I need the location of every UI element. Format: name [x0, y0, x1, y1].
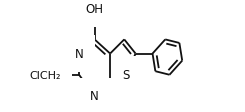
Text: N: N: [90, 90, 99, 102]
Text: S: S: [123, 69, 130, 82]
Text: ClCH₂: ClCH₂: [30, 70, 61, 80]
Text: OH: OH: [86, 3, 104, 16]
Text: N: N: [75, 48, 83, 60]
